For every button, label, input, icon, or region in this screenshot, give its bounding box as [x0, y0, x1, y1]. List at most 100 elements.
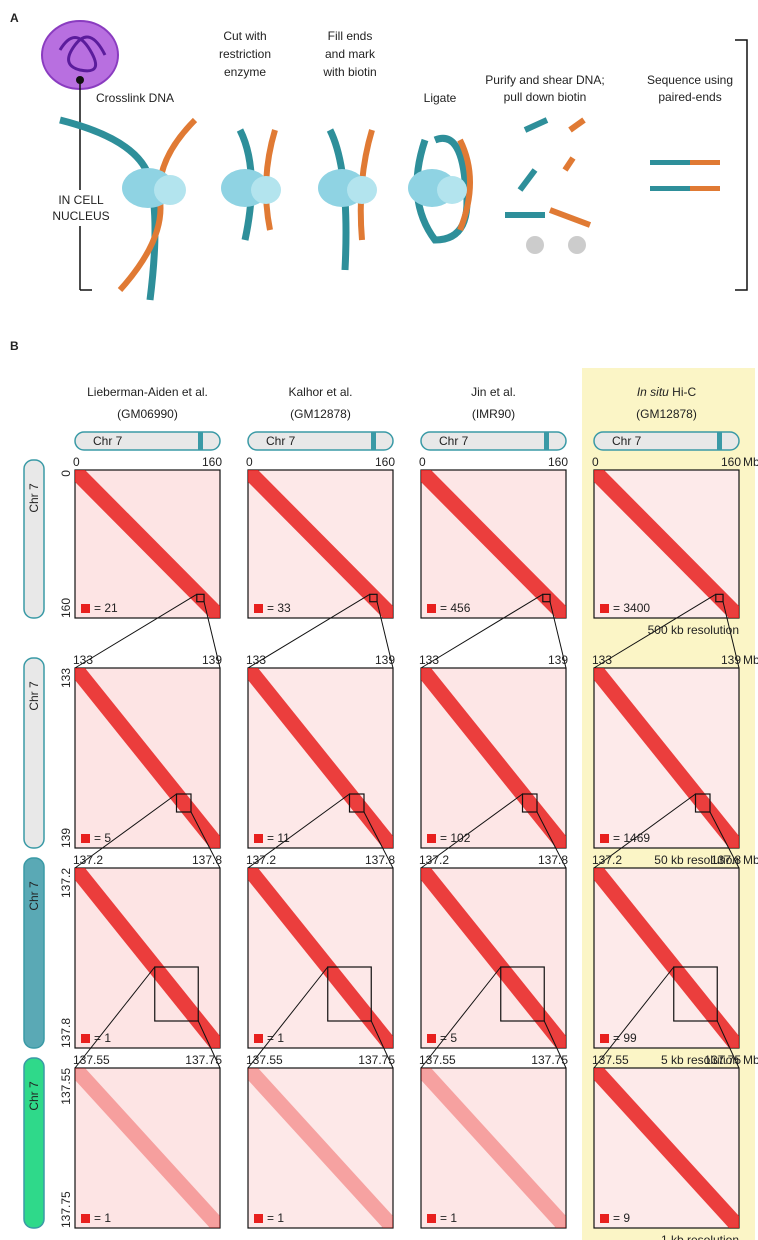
- column-subtitle: (GM12878): [636, 407, 697, 421]
- row-axis-end: 139: [59, 828, 73, 848]
- legend-swatch: [81, 1034, 90, 1043]
- axis-end: 160: [375, 455, 395, 469]
- axis-unit: Mb: [743, 1053, 758, 1067]
- axis-end: 137.75: [531, 1053, 568, 1067]
- step-label: Ligate: [424, 91, 457, 105]
- ideogram-band: [371, 432, 376, 450]
- row-axis-start: 133: [59, 668, 73, 688]
- legend-swatch: [81, 1214, 90, 1223]
- legend-swatch: [427, 834, 436, 843]
- row-chromosome-label: Chr 7: [27, 1081, 41, 1111]
- row-chromosome-label: Chr 7: [27, 681, 41, 711]
- figure: A Crosslink DNA Cut with restriction enzyme F…: [0, 0, 758, 1240]
- panel-label: A: [10, 11, 19, 25]
- row-chromosome-label: Chr 7: [27, 881, 41, 911]
- legend-swatch: [254, 1214, 263, 1223]
- legend-value: = 11: [267, 831, 290, 845]
- legend-value: = 1469: [613, 831, 650, 845]
- legend-value: = 3400: [613, 601, 650, 615]
- legend-value: = 1: [267, 1211, 284, 1225]
- legend-value: = 99: [613, 1031, 637, 1045]
- axis-end: 160: [548, 455, 568, 469]
- axis-end: 137.8: [192, 853, 222, 867]
- column-subtitle: (GM06990): [117, 407, 178, 421]
- legend-swatch: [427, 604, 436, 613]
- axis-end: 139: [202, 653, 222, 667]
- axis-unit: Mb: [743, 653, 758, 667]
- column-title: Kalhor et al.: [288, 385, 352, 399]
- resolution-label: 1 kb resolution: [661, 1233, 739, 1240]
- axis-start: 133: [592, 653, 612, 667]
- axis-end: 160: [721, 455, 741, 469]
- step-label: and mark: [325, 47, 376, 61]
- chromosome-label: Chr 7: [93, 434, 123, 448]
- panel-a-drawing: [42, 21, 747, 300]
- axis-end: 139: [375, 653, 395, 667]
- legend-swatch: [600, 834, 609, 843]
- column-title-text: Jin et al.: [471, 385, 516, 399]
- axis-start: 137.55: [592, 1053, 629, 1067]
- legend-swatch: [254, 1034, 263, 1043]
- axis-start: 137.2: [246, 853, 276, 867]
- step-label: Cut with: [223, 29, 266, 43]
- step-label: Fill ends: [328, 29, 373, 43]
- axis-end: 137.75: [704, 1053, 741, 1067]
- legend-value: = 33: [267, 601, 291, 615]
- legend-value: = 1: [440, 1211, 457, 1225]
- axis-start: 0: [419, 455, 426, 469]
- ideogram-band: [544, 432, 549, 450]
- axis-start: 133: [73, 653, 93, 667]
- legend-swatch: [427, 1214, 436, 1223]
- nucleus-label: NUCLEUS: [52, 209, 109, 223]
- axis-start: 0: [592, 455, 599, 469]
- row-axis-end: 137.8: [59, 1018, 73, 1048]
- legend-swatch: [600, 604, 609, 613]
- axis-start: 137.55: [73, 1053, 110, 1067]
- row-chromosome-label: Chr 7: [27, 483, 41, 513]
- step-label: enzyme: [224, 65, 266, 79]
- step-label: paired-ends: [658, 90, 721, 104]
- row-axis-end: 160: [59, 598, 73, 618]
- axis-start: 0: [246, 455, 253, 469]
- legend-value: = 21: [94, 601, 118, 615]
- step-label: with biotin: [322, 65, 376, 79]
- step-label: pull down biotin: [504, 90, 587, 104]
- column-title-italic: In situ: [637, 385, 669, 399]
- chromosome-label: Chr 7: [439, 434, 469, 448]
- axis-end: 137.8: [711, 853, 741, 867]
- axis-start: 137.55: [246, 1053, 283, 1067]
- column-title: Lieberman-Aiden et al.: [87, 385, 208, 399]
- legend-swatch: [254, 834, 263, 843]
- axis-end: 137.75: [185, 1053, 222, 1067]
- column-title-text: Kalhor et al.: [288, 385, 352, 399]
- nucleus-label: IN CELL: [58, 193, 104, 207]
- chromosome-label: Chr 7: [266, 434, 296, 448]
- column-subtitle: (GM12878): [290, 407, 351, 421]
- legend-value: = 9: [613, 1211, 630, 1225]
- axis-end: 139: [721, 653, 741, 667]
- axis-start: 133: [419, 653, 439, 667]
- column-title-text: Lieberman-Aiden et al.: [87, 385, 208, 399]
- step-label: Sequence using: [647, 73, 733, 87]
- legend-swatch: [254, 604, 263, 613]
- column-subtitle: (IMR90): [472, 407, 515, 421]
- column-title: Jin et al.: [471, 385, 516, 399]
- axis-start: 137.2: [73, 853, 103, 867]
- row-axis-start: 137.55: [59, 1068, 73, 1105]
- ideogram-band: [717, 432, 722, 450]
- axis-start: 137.55: [419, 1053, 456, 1067]
- axis-unit: Mb: [743, 853, 758, 867]
- legend-swatch: [600, 1034, 609, 1043]
- step-label: Crosslink DNA: [96, 91, 174, 105]
- column-title-text: Hi-C: [672, 385, 696, 399]
- axis-unit: Mb: [743, 455, 758, 469]
- ideogram-band: [198, 432, 203, 450]
- step-label: restriction: [219, 47, 271, 61]
- axis-start: 133: [246, 653, 266, 667]
- legend-swatch: [81, 604, 90, 613]
- column-title: In situ Hi-C: [637, 385, 697, 399]
- chromosome-label: Chr 7: [612, 434, 642, 448]
- legend-swatch: [427, 1034, 436, 1043]
- row-axis-start: 0: [59, 470, 73, 477]
- axis-start: 137.2: [419, 853, 449, 867]
